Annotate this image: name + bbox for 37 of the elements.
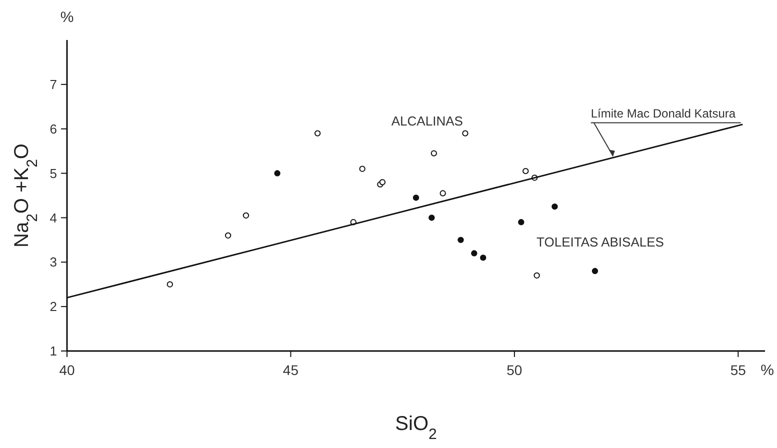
x-tick-label: 50 — [506, 362, 522, 378]
y-tick-label: 3 — [50, 254, 57, 270]
y-tick-label: 7 — [50, 76, 57, 92]
point — [274, 170, 280, 176]
x-axis-title: SiO$_{2}$ — [395, 413, 437, 442]
text: % — [60, 9, 74, 26]
y-tick-label: 6 — [50, 121, 57, 136]
point — [379, 179, 386, 186]
x-tick-label: 55 — [730, 362, 746, 378]
point — [359, 166, 366, 172]
x-tick-label: 40 — [59, 362, 75, 378]
text: % — [760, 362, 774, 379]
point — [440, 190, 446, 196]
point — [458, 236, 464, 244]
point — [480, 254, 486, 261]
point — [224, 232, 232, 239]
point — [462, 130, 468, 136]
point — [592, 268, 598, 274]
annotation: Límite Mac Donald Katsura — [590, 106, 736, 121]
point — [166, 281, 174, 288]
point — [522, 168, 529, 174]
annotation: TOLEITAS ABISALES — [536, 234, 664, 250]
y-tick-label: 1 — [50, 344, 57, 359]
point — [412, 194, 420, 201]
y-tick-label: 5 — [50, 166, 57, 181]
y-tick-label: 4 — [50, 210, 57, 226]
x-tick-label: 45 — [282, 362, 299, 378]
point — [242, 212, 250, 219]
point — [428, 214, 435, 221]
point — [314, 130, 321, 136]
point — [471, 250, 478, 256]
y-tick-label: 2 — [50, 299, 57, 314]
annotation: ALCALINAS — [391, 113, 464, 128]
point — [518, 219, 524, 226]
point — [534, 272, 540, 279]
point — [552, 204, 558, 210]
point — [430, 150, 437, 156]
